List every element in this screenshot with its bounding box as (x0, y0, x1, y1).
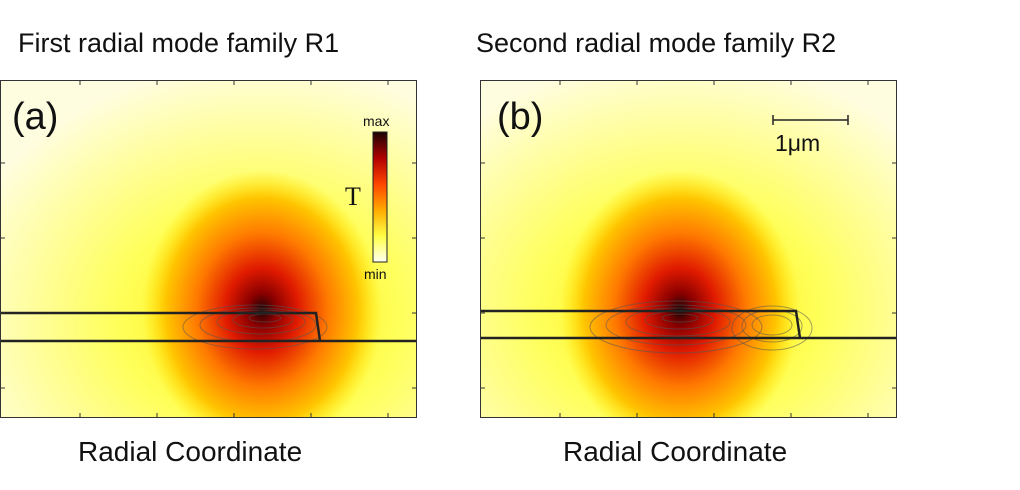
scale-bar (772, 115, 849, 125)
panel-a-xlabel: Radial Coordinate (78, 436, 303, 467)
panel-b-frame (480, 80, 897, 418)
panel-a-hotspot (142, 170, 382, 418)
colorbar-quantity-label: T (345, 182, 361, 211)
panel-b-hotspot (560, 170, 800, 418)
panel-b: (b) 1μm (480, 80, 897, 418)
panel-a: (a) max min T (0, 80, 417, 418)
panel-a-contours (182, 304, 328, 350)
panel-a-label: (a) (12, 96, 59, 138)
panel-b-contours (589, 300, 813, 354)
panel-b-xlabel: Radial Coordinate (563, 436, 788, 467)
panel-a-title: First radial mode family R1 (18, 28, 340, 58)
panel-b-title: Second radial mode family R2 (476, 28, 837, 58)
colorbar (372, 131, 388, 263)
panel-b-field-plot (480, 80, 897, 418)
panel-a-waveguide (0, 311, 322, 342)
panel-b-waveguide (480, 309, 802, 339)
panel-b-label: (b) (497, 96, 544, 138)
panel-a-field-plot (0, 80, 417, 418)
panel-a-frame (0, 80, 417, 418)
colorbar-max-label: max (363, 113, 390, 129)
colorbar-min-label: min (364, 266, 387, 282)
scale-bar-label: 1μm (775, 130, 821, 156)
